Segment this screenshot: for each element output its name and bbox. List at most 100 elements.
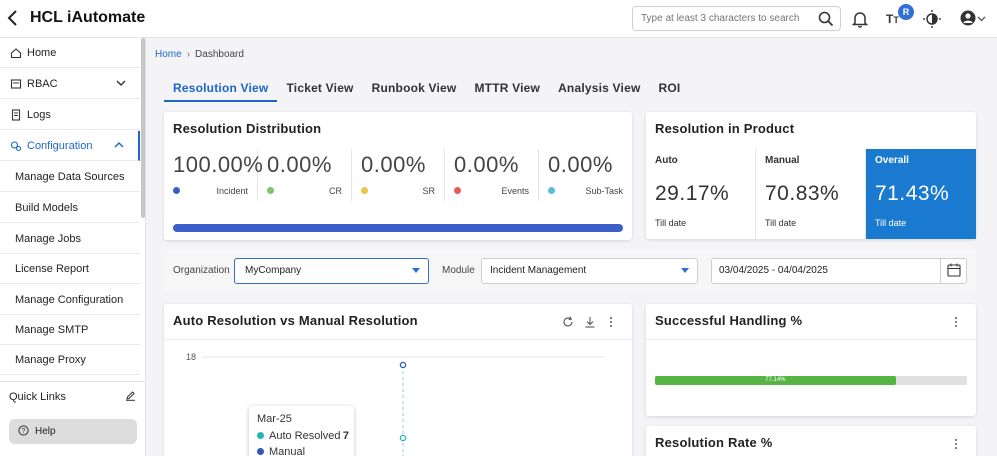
module-select[interactable]: Incident Management [481,258,698,284]
breadcrumb: Home › Dashboard [155,49,244,60]
config-icon [10,140,22,152]
product-overall: Overall 71.43% Till date [866,149,976,239]
resolution-in-product-card: Resolution in Product Auto 29.17% Till d… [646,112,976,239]
dropdown-caret-icon [681,268,689,273]
breadcrumb-current: Dashboard [195,49,244,60]
chevron-up-icon[interactable] [114,140,124,152]
sidebar-item-configuration[interactable]: Configuration [0,131,140,161]
chevron-down-icon[interactable] [116,78,126,90]
successful-handling-card: Successful Handling % 77.14% [646,304,976,416]
module-label: Module [442,265,475,276]
calendar-icon[interactable] [940,259,966,283]
sidebar-item-label: Home [27,46,57,59]
tab-roi[interactable]: ROI [658,81,681,95]
resolution-rate-card: Resolution Rate % [646,426,976,456]
data-point [399,361,407,369]
more-vertical-icon[interactable] [608,316,614,331]
app-title: HCL iAutomate [30,9,146,26]
filter-bar: Organization MyCompany Module Incident M… [164,250,976,292]
distribution-sub-task: 0.00% Sub-Task [539,149,632,201]
organization-value: MyCompany [245,265,302,276]
tab-runbook-view[interactable]: Runbook View [371,81,457,95]
handling-progress-label: 77.14% [765,377,786,383]
sidebar-scrollbar[interactable] [141,38,145,218]
tab-ticket-view[interactable]: Ticket View [286,81,354,95]
handling-progress-track: 77.14% [655,376,967,385]
sidebar-item-license-report[interactable]: License Report [0,254,140,284]
legend-dot [267,187,274,194]
breadcrumb-separator-icon: › [186,49,191,60]
tooltip-row-manual: Manual Resolved 17 [257,446,349,456]
distribution-cr: 0.00% CR [258,149,352,201]
legend-dot [548,187,555,194]
tab-resolution-view[interactable]: Resolution View [164,80,278,102]
chart-plot [202,356,605,456]
sidebar-item-manage-proxy[interactable]: Manage Proxy [0,345,140,375]
organization-label: Organization [173,265,230,276]
sidebar-item-build-models[interactable]: Build Models [0,193,140,223]
sidebar-item-manage-jobs[interactable]: Manage Jobs [0,224,140,254]
more-vertical-icon[interactable] [953,438,959,453]
product-subtext: Till date [875,218,907,228]
edit-icon[interactable] [125,390,136,404]
y-axis-tick: 18 [186,352,197,362]
sidebar-item-logs[interactable]: Logs [0,100,140,130]
card-title: Resolution Rate % [655,435,773,450]
resolution-distribution-card: Resolution Distribution 100.00% Incident… [164,112,632,240]
dropdown-caret-icon [412,268,420,273]
distribution-sr: 0.00% SR [352,149,445,201]
organization-select[interactable]: MyCompany [234,258,429,284]
sidebar-item-manage-data-sources[interactable]: Manage Data Sources [0,162,140,192]
help-label: Help [35,426,56,437]
user-menu-icon[interactable] [959,9,989,29]
legend-dot [454,187,461,194]
module-value: Incident Management [490,265,587,276]
distribution-bar [173,224,623,232]
chart-tooltip: Mar-25 Auto Resolved 7 Manual Resolved 1… [249,406,354,456]
product-subtext: Till date [765,218,797,228]
refresh-icon[interactable] [562,316,574,331]
legend-dot [173,187,180,194]
search-icon[interactable] [818,11,834,30]
card-divider [164,339,632,340]
distribution-value: 0.00% [454,152,519,177]
date-range-value: 03/04/2025 - 04/04/2025 [719,265,828,276]
svg-text:?: ? [22,428,26,435]
distribution-label: Events [501,186,529,196]
distribution-label: SR [422,186,435,196]
more-vertical-icon[interactable] [953,316,959,331]
search-box[interactable] [632,6,841,31]
distribution-value: 0.00% [548,152,613,177]
tab-mttr-view[interactable]: MTTR View [474,81,541,95]
date-range-picker[interactable]: 03/04/2025 - 04/04/2025 [711,258,967,284]
help-button[interactable]: ? Help [9,419,137,444]
product-header: Overall [875,155,909,166]
tooltip-row-auto: Auto Resolved 7 [257,430,349,442]
text-size-icon[interactable]: TT [886,12,899,26]
sidebar: Home RBAC Logs Configuration Manage Data… [0,38,146,456]
sidebar-item-home[interactable]: Home [0,38,140,68]
bell-icon[interactable] [850,9,870,29]
product-manual: Manual 70.83% Till date [756,149,866,239]
product-value: 29.17% [655,182,730,205]
sidebar-item-manage-smtp[interactable]: Manage SMTP [0,315,140,345]
product-auto: Auto 29.17% Till date [646,149,756,239]
sidebar-item-rbac[interactable]: RBAC [0,69,140,99]
sidebar-item-manage-configuration[interactable]: Manage Configuration [0,285,140,315]
quick-links[interactable]: Quick Links [0,381,146,411]
sidebar-item-label: Configuration [27,139,93,152]
avatar-badge[interactable]: R [898,4,914,20]
distribution-label: CR [329,186,342,196]
tab-analysis-view[interactable]: Analysis View [558,81,641,95]
legend-dot [257,448,264,455]
handling-progress-fill [655,376,896,385]
distribution-value: 100.00% [173,152,264,177]
card-title: Resolution Distribution [173,121,322,136]
download-icon[interactable] [584,316,596,331]
back-arrow-icon[interactable] [6,9,20,32]
legend-dot [361,187,368,194]
search-input[interactable] [633,7,811,30]
breadcrumb-home[interactable]: Home [155,49,182,60]
theme-toggle-icon[interactable] [922,9,942,29]
product-value: 71.43% [875,182,950,205]
